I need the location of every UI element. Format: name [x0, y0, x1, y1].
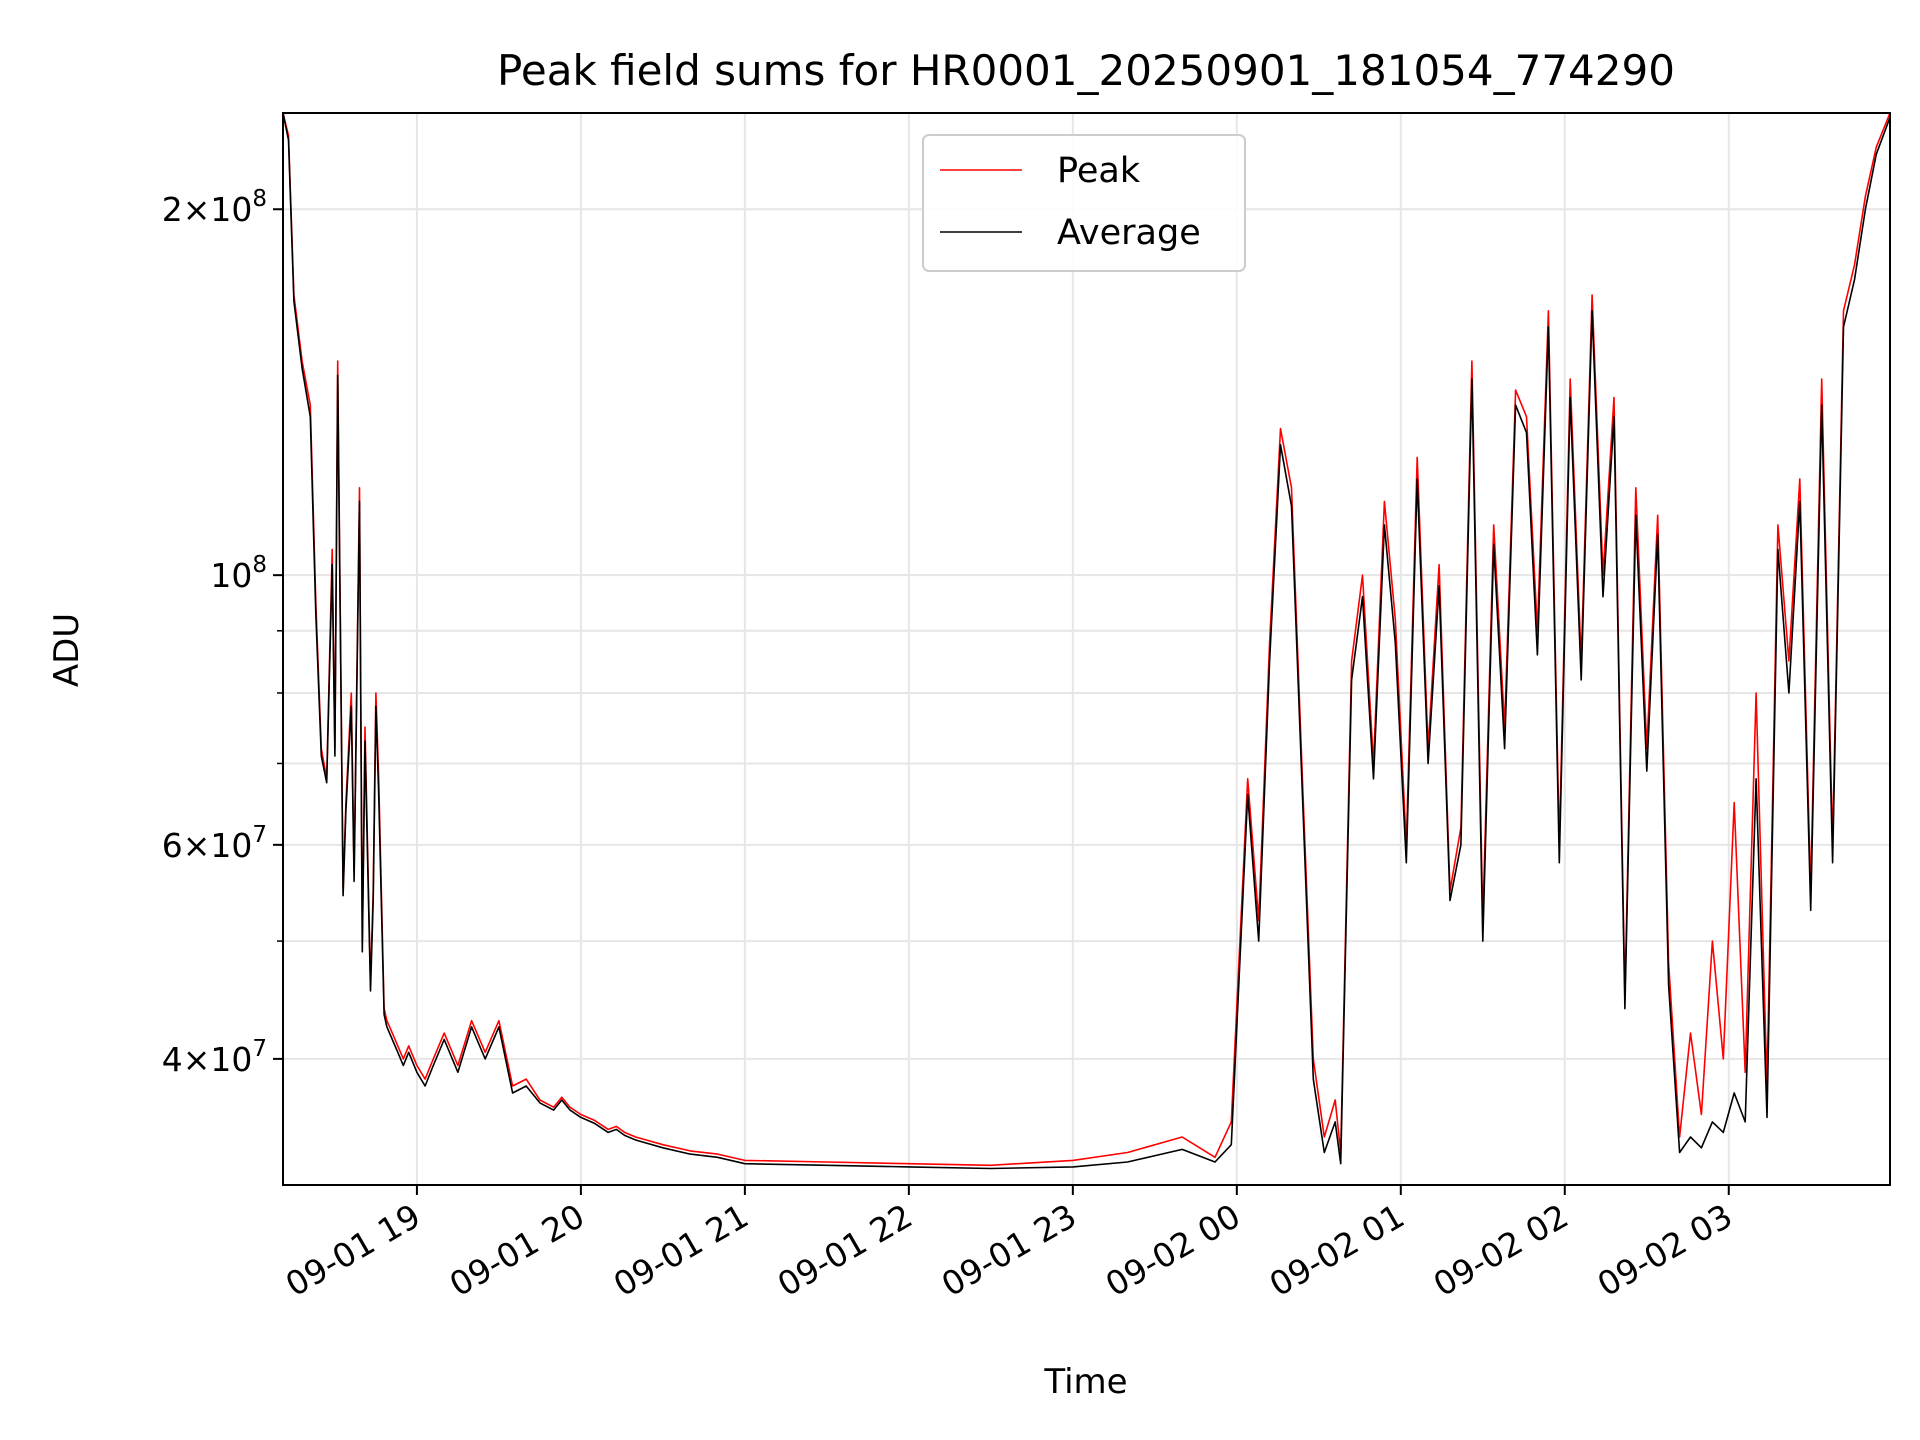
- y-tick-label: 4×107: [162, 1036, 267, 1079]
- axes-frame: [282, 112, 1891, 1186]
- y-axis-title: ADU: [47, 613, 87, 687]
- y-tick-label: 108: [210, 552, 267, 595]
- legend-label-average: Average: [1057, 213, 1201, 253]
- grid: [283, 113, 1890, 1185]
- legend: Peak Average: [922, 134, 1246, 272]
- y-tick-label: 6×107: [162, 822, 267, 865]
- legend-frame: [922, 134, 1246, 272]
- plot-lines: [282, 112, 1891, 1170]
- y-tick-label: 2×108: [162, 186, 267, 229]
- series-line-average: [282, 112, 1891, 1170]
- chart-title: Peak field sums for HR0001_20250901_1810…: [497, 46, 1675, 95]
- x-axis-title: Time: [1043, 1362, 1127, 1402]
- legend-label-peak: Peak: [1057, 151, 1141, 191]
